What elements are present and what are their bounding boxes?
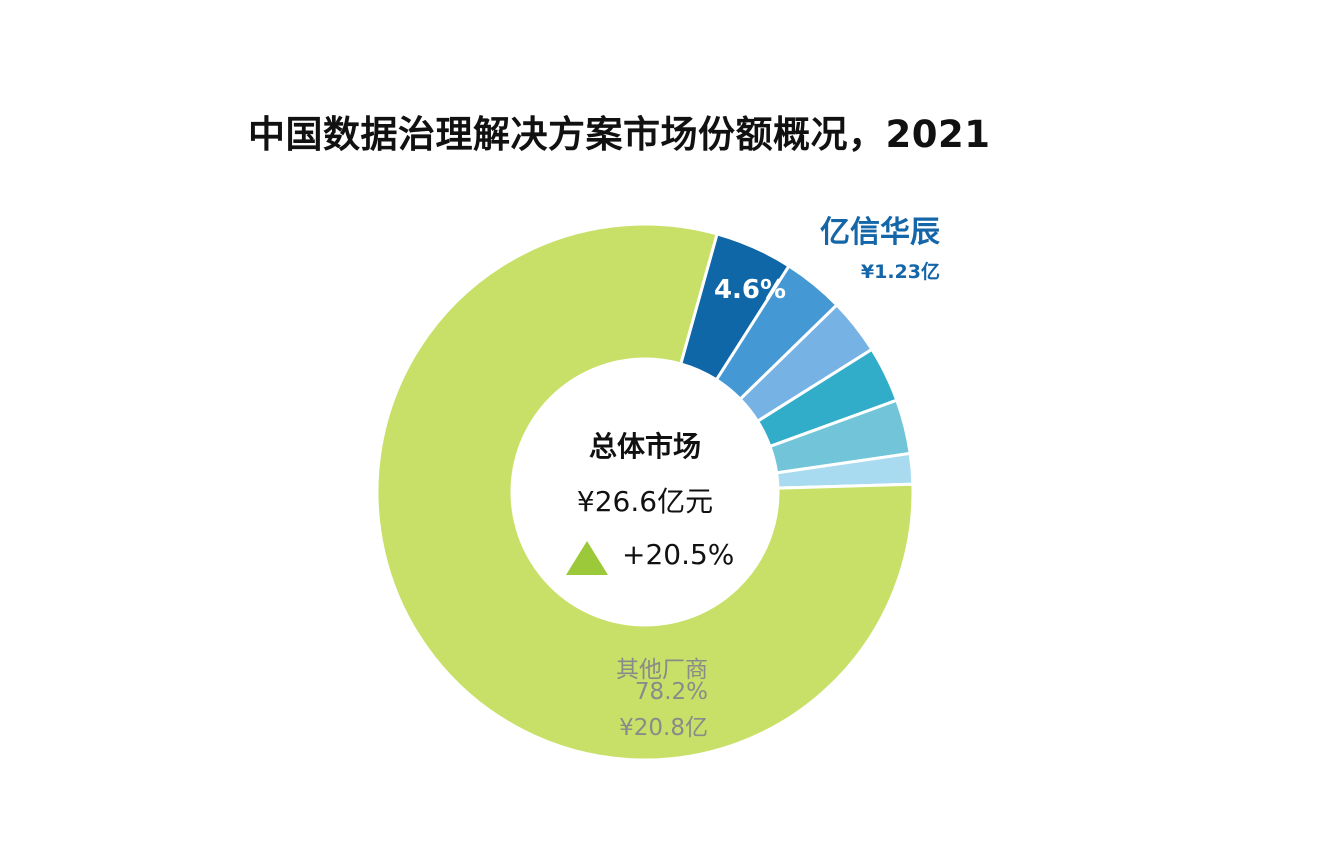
growth-up-triangle-icon <box>566 541 608 575</box>
center-title: 总体市场 <box>588 430 701 463</box>
other-vendors-value: ¥20.8亿 <box>619 715 708 741</box>
other-vendors-percent: 78.2% <box>634 679 708 705</box>
highlight-vendor-name: 亿信华辰 <box>820 215 940 250</box>
donut-slice-7 <box>375 222 915 762</box>
other-vendors-name: 其他厂商 <box>616 657 708 683</box>
center-growth-value: +20.5% <box>622 538 735 571</box>
chart-title: 中国数据治理解决方案市场份额概况，2021 <box>248 113 991 156</box>
highlight-vendor-value: ¥1.23亿 <box>860 261 940 283</box>
donut-slices <box>375 222 915 762</box>
center-total-value: ¥26.6亿元 <box>576 485 714 518</box>
highlight-slice-percent: 4.6% <box>713 275 787 305</box>
